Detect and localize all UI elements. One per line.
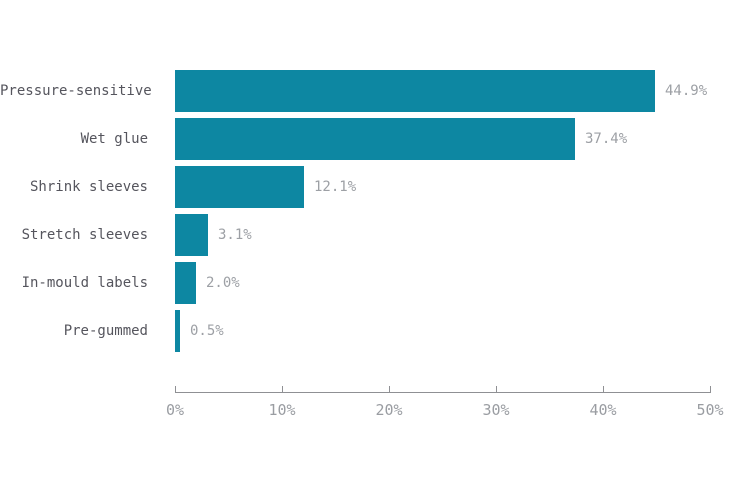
category-label: Shrink sleeves xyxy=(29,179,148,195)
value-label: 12.1% xyxy=(314,179,357,195)
axis-line xyxy=(175,392,711,393)
value-label: 2.0% xyxy=(206,275,240,291)
axis-tick xyxy=(496,386,497,392)
bar-row: Pressure-sensitive 44.9% xyxy=(0,70,735,112)
bar xyxy=(175,310,180,352)
category-label: Wet glue xyxy=(80,131,148,147)
tick-label: 10% xyxy=(268,401,296,419)
value-label: 37.4% xyxy=(585,131,628,147)
bar xyxy=(175,166,304,208)
bar xyxy=(175,118,575,160)
category-label: Pressure-sensitive xyxy=(0,83,152,99)
axis-tick xyxy=(282,386,283,392)
tick-label: 40% xyxy=(589,401,617,419)
axis-tick xyxy=(710,386,711,392)
category-label: Stretch sleeves xyxy=(21,227,148,243)
value-label: 44.9% xyxy=(665,83,708,99)
bar-row: In-mould labels 2.0% xyxy=(0,262,735,304)
bar-row: Stretch sleeves 3.1% xyxy=(0,214,735,256)
axis-tick xyxy=(175,386,176,392)
value-label: 0.5% xyxy=(190,323,224,339)
bar-row: Wet glue 37.4% xyxy=(0,118,735,160)
bar xyxy=(175,70,655,112)
bar-row: Pre-gummed 0.5% xyxy=(0,310,735,352)
axis-tick xyxy=(389,386,390,392)
value-label: 3.1% xyxy=(218,227,252,243)
tick-label: 20% xyxy=(375,401,403,419)
tick-label: 0% xyxy=(165,401,185,419)
tick-label: 50% xyxy=(696,401,724,419)
tick-label: 30% xyxy=(482,401,510,419)
axis-tick xyxy=(603,386,604,392)
bar xyxy=(175,262,196,304)
bar-row: Shrink sleeves 12.1% xyxy=(0,166,735,208)
category-label: In-mould labels xyxy=(21,275,148,291)
bar xyxy=(175,214,208,256)
category-label: Pre-gummed xyxy=(63,323,148,339)
